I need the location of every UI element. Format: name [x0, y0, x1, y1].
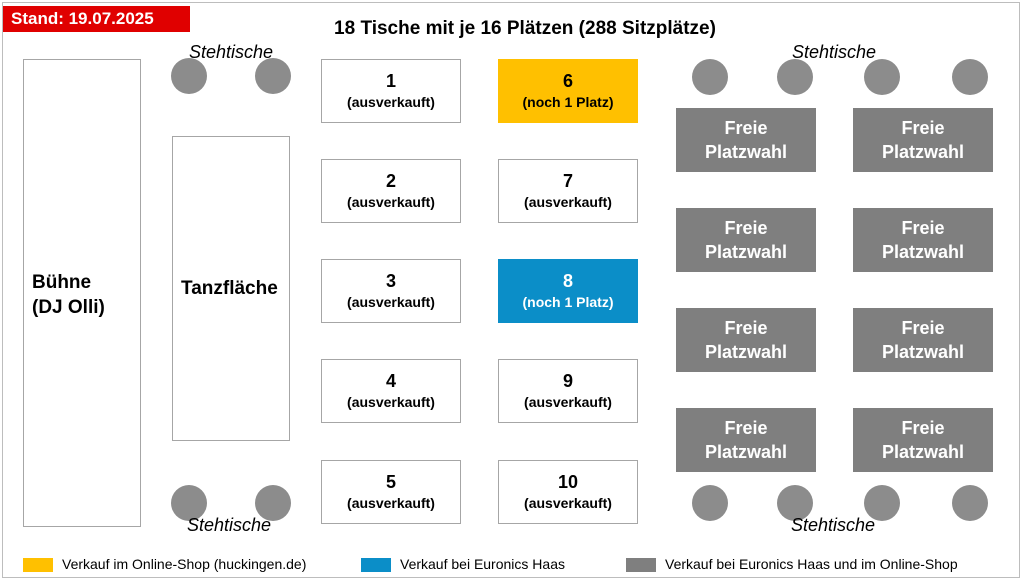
legend-swatch-euronics: [361, 558, 391, 572]
free-seating-line2: Platzwahl: [704, 342, 788, 362]
stage-label-line2: (DJ Olli): [32, 297, 105, 318]
table-status: (noch 1 Platz): [522, 94, 614, 110]
free-seating-line2: Platzwahl: [704, 142, 788, 162]
standing-table: [255, 485, 291, 521]
stage-area: [23, 59, 141, 527]
table-8[interactable]: 8 (noch 1 Platz): [498, 259, 638, 323]
table-9[interactable]: 9 (ausverkauft): [498, 359, 638, 423]
free-seating-line2: Platzwahl: [881, 442, 965, 462]
free-seating-line2: Platzwahl: [881, 242, 965, 262]
table-number: 2: [385, 171, 396, 191]
table-number: 6: [562, 71, 573, 91]
table-number: 10: [557, 472, 579, 492]
free-seating-block[interactable]: Freie Platzwahl: [676, 408, 816, 472]
standing-table: [952, 59, 988, 95]
free-seating-line1: Freie: [901, 318, 945, 338]
table-status: (ausverkauft): [347, 495, 435, 511]
stage-label-line1: Bühne: [32, 272, 92, 293]
stage-label: Bühne (DJ Olli): [32, 270, 105, 320]
table-number: 5: [385, 472, 396, 492]
legend-label-online: Verkauf im Online-Shop (huckingen.de): [62, 556, 307, 572]
free-seating-line2: Platzwahl: [881, 342, 965, 362]
table-status: (ausverkauft): [347, 194, 435, 210]
standing-label-top-right: Stehtische: [792, 42, 877, 62]
table-1[interactable]: 1 (ausverkauft): [321, 59, 461, 123]
free-seating-line1: Freie: [901, 418, 945, 438]
free-seating-line1: Freie: [724, 418, 768, 438]
free-seating-line2: Platzwahl: [704, 442, 788, 462]
free-seating-line1: Freie: [901, 118, 945, 138]
free-seating-line2: Platzwahl: [881, 142, 965, 162]
standing-table: [777, 485, 813, 521]
free-seating-line1: Freie: [724, 218, 768, 238]
free-seating-line1: Freie: [724, 118, 768, 138]
table-status: (ausverkauft): [524, 394, 612, 410]
free-seating-block[interactable]: Freie Platzwahl: [853, 108, 993, 172]
standing-label-bottom-left: Stehtische: [187, 515, 272, 535]
legend-label-euronics: Verkauf bei Euronics Haas: [400, 556, 565, 572]
table-status: (ausverkauft): [347, 294, 435, 310]
free-seating-line1: Freie: [901, 218, 945, 238]
table-status: (ausverkauft): [524, 194, 612, 210]
standing-label-bottom-right: Stehtische: [791, 515, 876, 535]
table-3[interactable]: 3 (ausverkauft): [321, 259, 461, 323]
free-seating-block[interactable]: Freie Platzwahl: [853, 208, 993, 272]
table-number: 8: [562, 271, 573, 291]
table-number: 7: [562, 171, 573, 191]
free-seating-block[interactable]: Freie Platzwahl: [676, 208, 816, 272]
standing-table: [692, 485, 728, 521]
free-seating-block[interactable]: Freie Platzwahl: [853, 308, 993, 372]
table-6[interactable]: 6 (noch 1 Platz): [498, 59, 638, 123]
free-seating-block[interactable]: Freie Platzwahl: [676, 108, 816, 172]
standing-table: [692, 59, 728, 95]
standing-table: [255, 58, 291, 94]
plan-title: 18 Tische mit je 16 Plätzen (288 Sitzplä…: [334, 18, 716, 39]
table-7[interactable]: 7 (ausverkauft): [498, 159, 638, 223]
legend-label-both: Verkauf bei Euronics Haas und im Online-…: [665, 556, 958, 572]
free-seating-line1: Freie: [724, 318, 768, 338]
table-status: (ausverkauft): [347, 394, 435, 410]
table-number: 3: [385, 271, 396, 291]
standing-table: [171, 58, 207, 94]
table-status: (ausverkauft): [524, 495, 612, 511]
free-seating-line2: Platzwahl: [704, 242, 788, 262]
standing-table: [864, 59, 900, 95]
table-4[interactable]: 4 (ausverkauft): [321, 359, 461, 423]
table-number: 1: [385, 71, 396, 91]
free-seating-block[interactable]: Freie Platzwahl: [676, 308, 816, 372]
table-10[interactable]: 10 (ausverkauft): [498, 460, 638, 524]
free-seating-block[interactable]: Freie Platzwahl: [853, 408, 993, 472]
table-5[interactable]: 5 (ausverkauft): [321, 460, 461, 524]
table-number: 9: [562, 371, 573, 391]
table-status: (noch 1 Platz): [522, 294, 614, 310]
standing-table: [777, 59, 813, 95]
table-2[interactable]: 2 (ausverkauft): [321, 159, 461, 223]
standing-table: [952, 485, 988, 521]
stand-date-badge: Stand: 19.07.2025: [3, 6, 190, 32]
table-number: 4: [385, 371, 396, 391]
dancefloor-area: [172, 136, 290, 441]
standing-table: [864, 485, 900, 521]
dancefloor-label: Tanzfläche: [181, 278, 278, 299]
legend-swatch-both: [626, 558, 656, 572]
legend-swatch-online: [23, 558, 53, 572]
standing-label-top-left: Stehtische: [189, 42, 274, 62]
standing-table: [171, 485, 207, 521]
table-status: (ausverkauft): [347, 94, 435, 110]
